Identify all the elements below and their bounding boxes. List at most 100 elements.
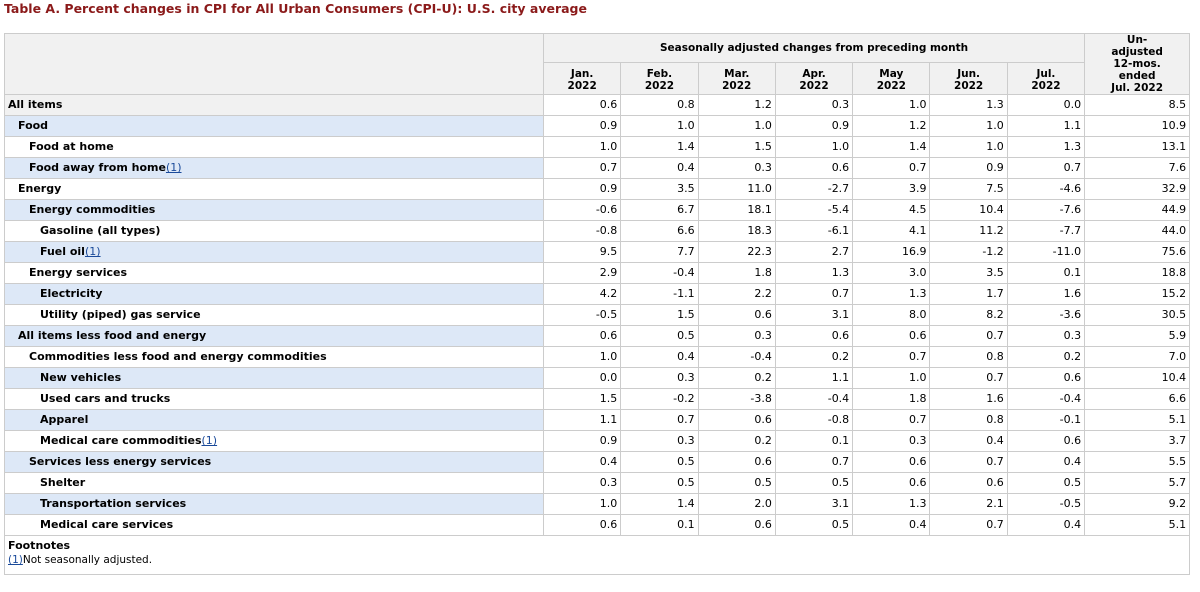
cell-value: -4.6	[1006, 178, 1086, 200]
row-label-text: Food	[18, 119, 49, 132]
table-row: Apparel 1.1 0.7 0.6 -0.8 0.7 0.8 -0.1 5.1	[4, 409, 1191, 431]
cell-value: 1.3	[1006, 136, 1086, 158]
footnote-marker[interactable]: (1)	[8, 554, 23, 566]
cell-value: -0.5	[542, 304, 622, 326]
table-row: Shelter 0.3 0.5 0.5 0.5 0.6 0.6 0.5 5.7	[4, 472, 1191, 494]
cell-value: 3.7	[1084, 430, 1191, 452]
cell-value: 6.6	[1084, 388, 1191, 410]
cell-value: 0.6	[929, 472, 1008, 494]
table-row: Utility (piped) gas service -0.5 1.5 0.6 3.1…	[4, 304, 1191, 326]
cell-value: 1.3	[929, 94, 1008, 116]
table-row: Medical care commodities(1) 0.9 0.3 0.2 0.1 0…	[4, 430, 1191, 452]
cell-value: 0.6	[774, 157, 854, 179]
cell-value: 3.1	[774, 304, 854, 326]
cell-value: 0.6	[697, 409, 776, 431]
cell-value: 0.8	[929, 346, 1008, 368]
footnote-text: Not seasonally adjusted.	[22, 554, 153, 566]
table-row: All items less food and energy 0.6 0.5 0.3 0…	[4, 325, 1191, 347]
cell-value: 44.0	[1084, 220, 1191, 242]
cell-value: -0.8	[542, 220, 622, 242]
row-label: Medical care commodities(1)	[4, 430, 544, 452]
column-header-line: 2022	[567, 80, 597, 92]
cell-value: 8.2	[929, 304, 1008, 326]
column-header: Jun. 2022	[929, 62, 1008, 95]
cell-value: 6.7	[620, 199, 699, 221]
cell-value: 0.6	[697, 514, 776, 536]
cell-value: 0.8	[929, 409, 1008, 431]
cell-value: -11.0	[1006, 241, 1086, 263]
cell-value: -0.8	[774, 409, 854, 431]
cell-value: 1.0	[774, 136, 854, 158]
cell-value: 0.9	[542, 430, 622, 452]
cell-value: 1.5	[620, 304, 699, 326]
table-row: Food 0.9 1.0 1.0 0.9 1.2 1.0 1.1 10.9	[4, 115, 1191, 137]
row-label: Energy	[4, 178, 544, 200]
cell-value: 75.6	[1084, 241, 1191, 263]
row-label-text: All items	[8, 98, 63, 111]
row-label-text: Transportation services	[40, 497, 187, 510]
cell-value: 0.4	[929, 430, 1008, 452]
cell-value: 7.7	[620, 241, 699, 263]
cell-value: 0.6	[1006, 367, 1086, 389]
column-header-line: Jun.	[957, 68, 981, 80]
cell-value: 32.9	[1084, 178, 1191, 200]
cell-value: 0.4	[542, 451, 622, 473]
cell-value: -3.8	[697, 388, 776, 410]
cell-value: 18.1	[697, 199, 776, 221]
column-header-line: Jan.	[570, 68, 594, 80]
row-label: Food	[4, 115, 544, 137]
footnote-link[interactable]: (1)	[165, 161, 182, 174]
cell-value: 0.3	[697, 325, 776, 347]
row-label: Services less energy services	[4, 451, 544, 473]
cell-value: 0.6	[852, 325, 931, 347]
table-row: Transportation services 1.0 1.4 2.0 3.1 1.3 2.…	[4, 493, 1191, 515]
column-header-line: Jul. 2022	[1111, 82, 1164, 94]
cell-value: 1.6	[1006, 283, 1086, 305]
row-label: Utility (piped) gas service	[4, 304, 544, 326]
cell-value: 0.7	[852, 346, 931, 368]
table-row: Gasoline (all types) -0.8 6.6 18.3 -6.1 4.1 11…	[4, 220, 1191, 242]
cell-value: 0.7	[852, 157, 931, 179]
cell-value: 0.3	[697, 157, 776, 179]
cell-value: -0.4	[620, 262, 699, 284]
table-row: Fuel oil(1) 9.5 7.7 22.3 2.7 16.9 -1.2 -11.0 75.…	[4, 241, 1191, 263]
column-header-line: 2022	[1031, 80, 1061, 92]
footnote-link[interactable]: (1)	[84, 245, 101, 258]
cell-value: -0.5	[1006, 493, 1086, 515]
row-label-text: Food away from home	[29, 161, 166, 174]
cell-value: 0.4	[1006, 451, 1086, 473]
cell-value: 3.5	[929, 262, 1008, 284]
cell-value: 15.2	[1084, 283, 1191, 305]
cell-value: 0.3	[620, 430, 699, 452]
cell-value: 0.2	[774, 346, 854, 368]
cell-value: 18.3	[697, 220, 776, 242]
cell-value: 0.5	[620, 325, 699, 347]
cell-value: 0.7	[774, 283, 854, 305]
cell-value: 3.0	[852, 262, 931, 284]
column-header: Apr. 2022	[774, 62, 854, 95]
cell-value: 1.1	[1006, 115, 1086, 137]
cell-value: 4.5	[852, 199, 931, 221]
cell-value: 1.0	[697, 115, 776, 137]
corner-cell	[4, 33, 544, 95]
footnote-link[interactable]: (1)	[201, 434, 218, 447]
table-body: All items 0.6 0.8 1.2 0.3 1.0 1.3 0.0 8.5 Food 0.9…	[4, 94, 1191, 536]
table-row: Food at home 1.0 1.4 1.5 1.0 1.4 1.0 1.3 13.1	[4, 136, 1191, 158]
cell-value: -0.4	[1006, 388, 1086, 410]
cell-value: 1.8	[852, 388, 931, 410]
column-header: Jul. 2022	[1006, 62, 1086, 95]
cell-value: -5.4	[774, 199, 854, 221]
cell-value: 0.3	[852, 430, 931, 452]
cell-value: 44.9	[1084, 199, 1191, 221]
row-label: All items	[4, 94, 544, 116]
cell-value: 9.2	[1084, 493, 1191, 515]
table-row: Energy services 2.9 -0.4 1.8 1.3 3.0 3.5 0.1 18.…	[4, 262, 1191, 284]
cell-value: 1.6	[929, 388, 1008, 410]
cell-value: 0.4	[1006, 514, 1086, 536]
cell-value: 7.5	[929, 178, 1008, 200]
row-label: Apparel	[4, 409, 544, 431]
cell-value: 0.2	[1006, 346, 1086, 368]
column-header-line: 12-mos.	[1113, 58, 1161, 70]
cell-value: 10.4	[1084, 367, 1191, 389]
table-row: Energy 0.9 3.5 11.0 -2.7 3.9 7.5 -4.6 32.9	[4, 178, 1191, 200]
